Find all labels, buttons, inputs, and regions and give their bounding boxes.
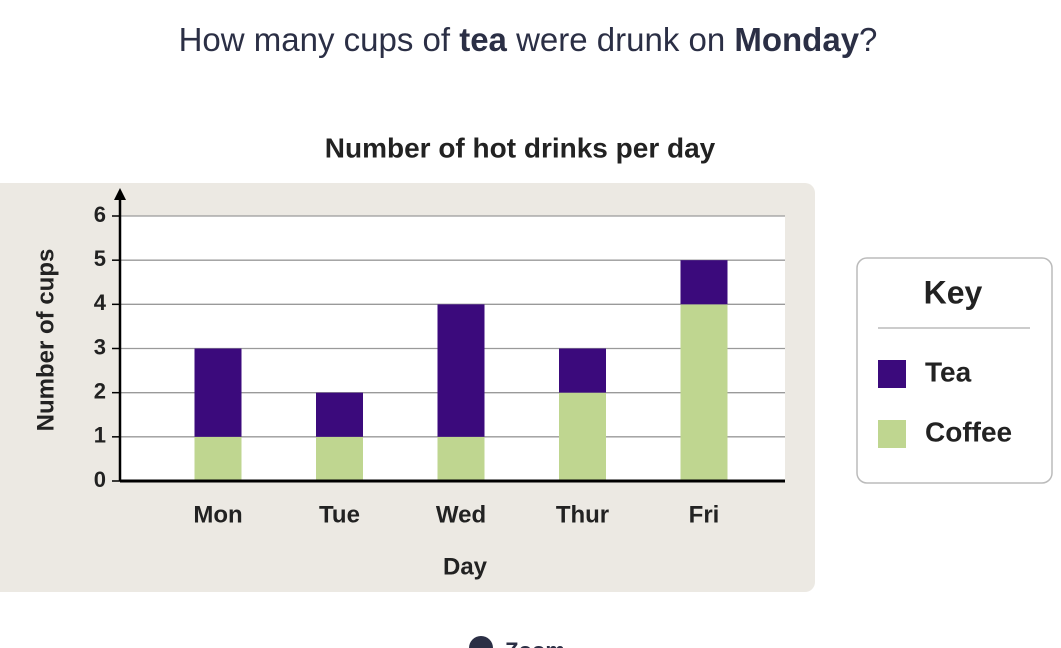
y-tick-label: 3 — [94, 334, 106, 359]
bar-segment — [194, 348, 242, 437]
zoom-button[interactable]: Zoom — [505, 638, 565, 648]
y-tick-label: 2 — [94, 378, 106, 403]
bar-segment — [194, 436, 242, 481]
y-axis-label: Number of cups — [32, 249, 59, 432]
bar-segment — [437, 304, 485, 437]
chart-title: Number of hot drinks per day — [325, 132, 716, 163]
x-axis-label: Day — [443, 553, 488, 580]
legend-swatch — [878, 360, 906, 388]
question: How many cups of tea were drunk on Monda… — [179, 21, 878, 58]
legend-label: Tea — [925, 356, 972, 387]
bar-segment — [316, 392, 363, 437]
bar-segment — [559, 392, 606, 481]
y-tick-label: 0 — [94, 467, 106, 492]
legend-swatch — [878, 420, 906, 448]
x-tick-label: Thur — [556, 501, 609, 528]
bar-segment — [437, 436, 485, 481]
question-part: tea — [459, 21, 507, 58]
x-tick-label: Fri — [689, 501, 720, 528]
bar-segment — [559, 348, 606, 393]
question-part: How many cups of — [179, 21, 460, 58]
bar-segment — [680, 304, 728, 481]
y-tick-label: 5 — [94, 246, 106, 271]
x-tick-label: Wed — [436, 501, 486, 528]
bar-segment — [680, 260, 728, 305]
y-tick-label: 6 — [94, 202, 106, 227]
legend-label: Coffee — [925, 416, 1012, 447]
bar-segment — [316, 436, 363, 481]
y-tick-label: 4 — [94, 290, 107, 315]
question-part: ? — [859, 21, 877, 58]
x-tick-label: Tue — [319, 501, 360, 528]
y-tick-label: 1 — [94, 423, 106, 448]
zoom-icon[interactable] — [469, 636, 493, 648]
x-tick-label: Mon — [193, 501, 242, 528]
question-part: Monday — [734, 21, 859, 58]
y-axis-arrow — [114, 188, 126, 200]
legend-title: Key — [924, 274, 983, 310]
question-part: were drunk on — [507, 21, 734, 58]
